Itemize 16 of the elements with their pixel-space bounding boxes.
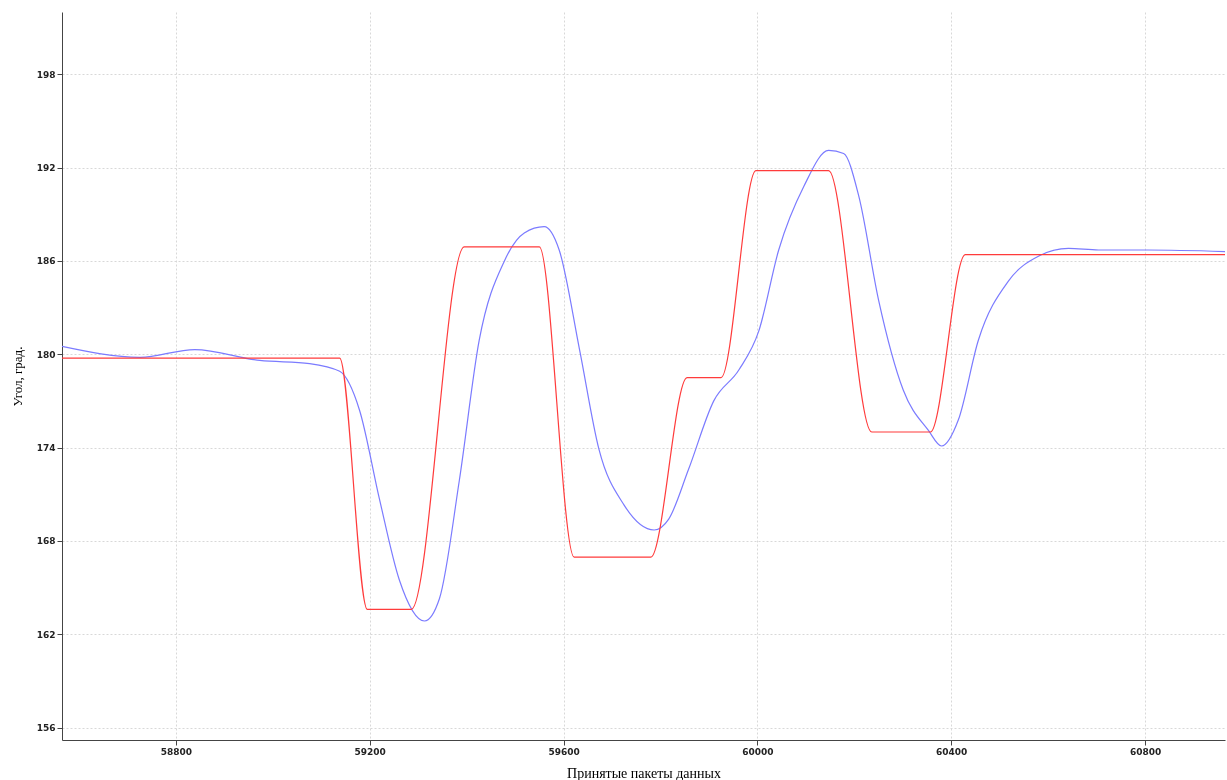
y-tick-label: 192 xyxy=(36,163,56,174)
x-tick-label: 59600 xyxy=(548,746,580,757)
y-tick-label: 156 xyxy=(36,723,56,734)
y-tick-label: 180 xyxy=(36,349,56,360)
y-tick-label: 198 xyxy=(36,69,56,80)
x-tick-label: 58800 xyxy=(160,746,193,757)
x-tick-label: 59200 xyxy=(354,746,386,757)
x-tick-label: 60800 xyxy=(1129,746,1162,757)
x-tick-label: 60400 xyxy=(936,746,968,757)
y-tick-label: 186 xyxy=(36,256,56,267)
y-tick-label: 174 xyxy=(36,443,56,454)
y-tick-label: 162 xyxy=(36,629,56,640)
x-tick-label: 60000 xyxy=(742,746,774,757)
y-axis-title: Угол, град. xyxy=(9,346,25,407)
x-axis-title: Принятые пакеты данных xyxy=(567,765,721,780)
y-tick-label: 168 xyxy=(36,536,56,547)
